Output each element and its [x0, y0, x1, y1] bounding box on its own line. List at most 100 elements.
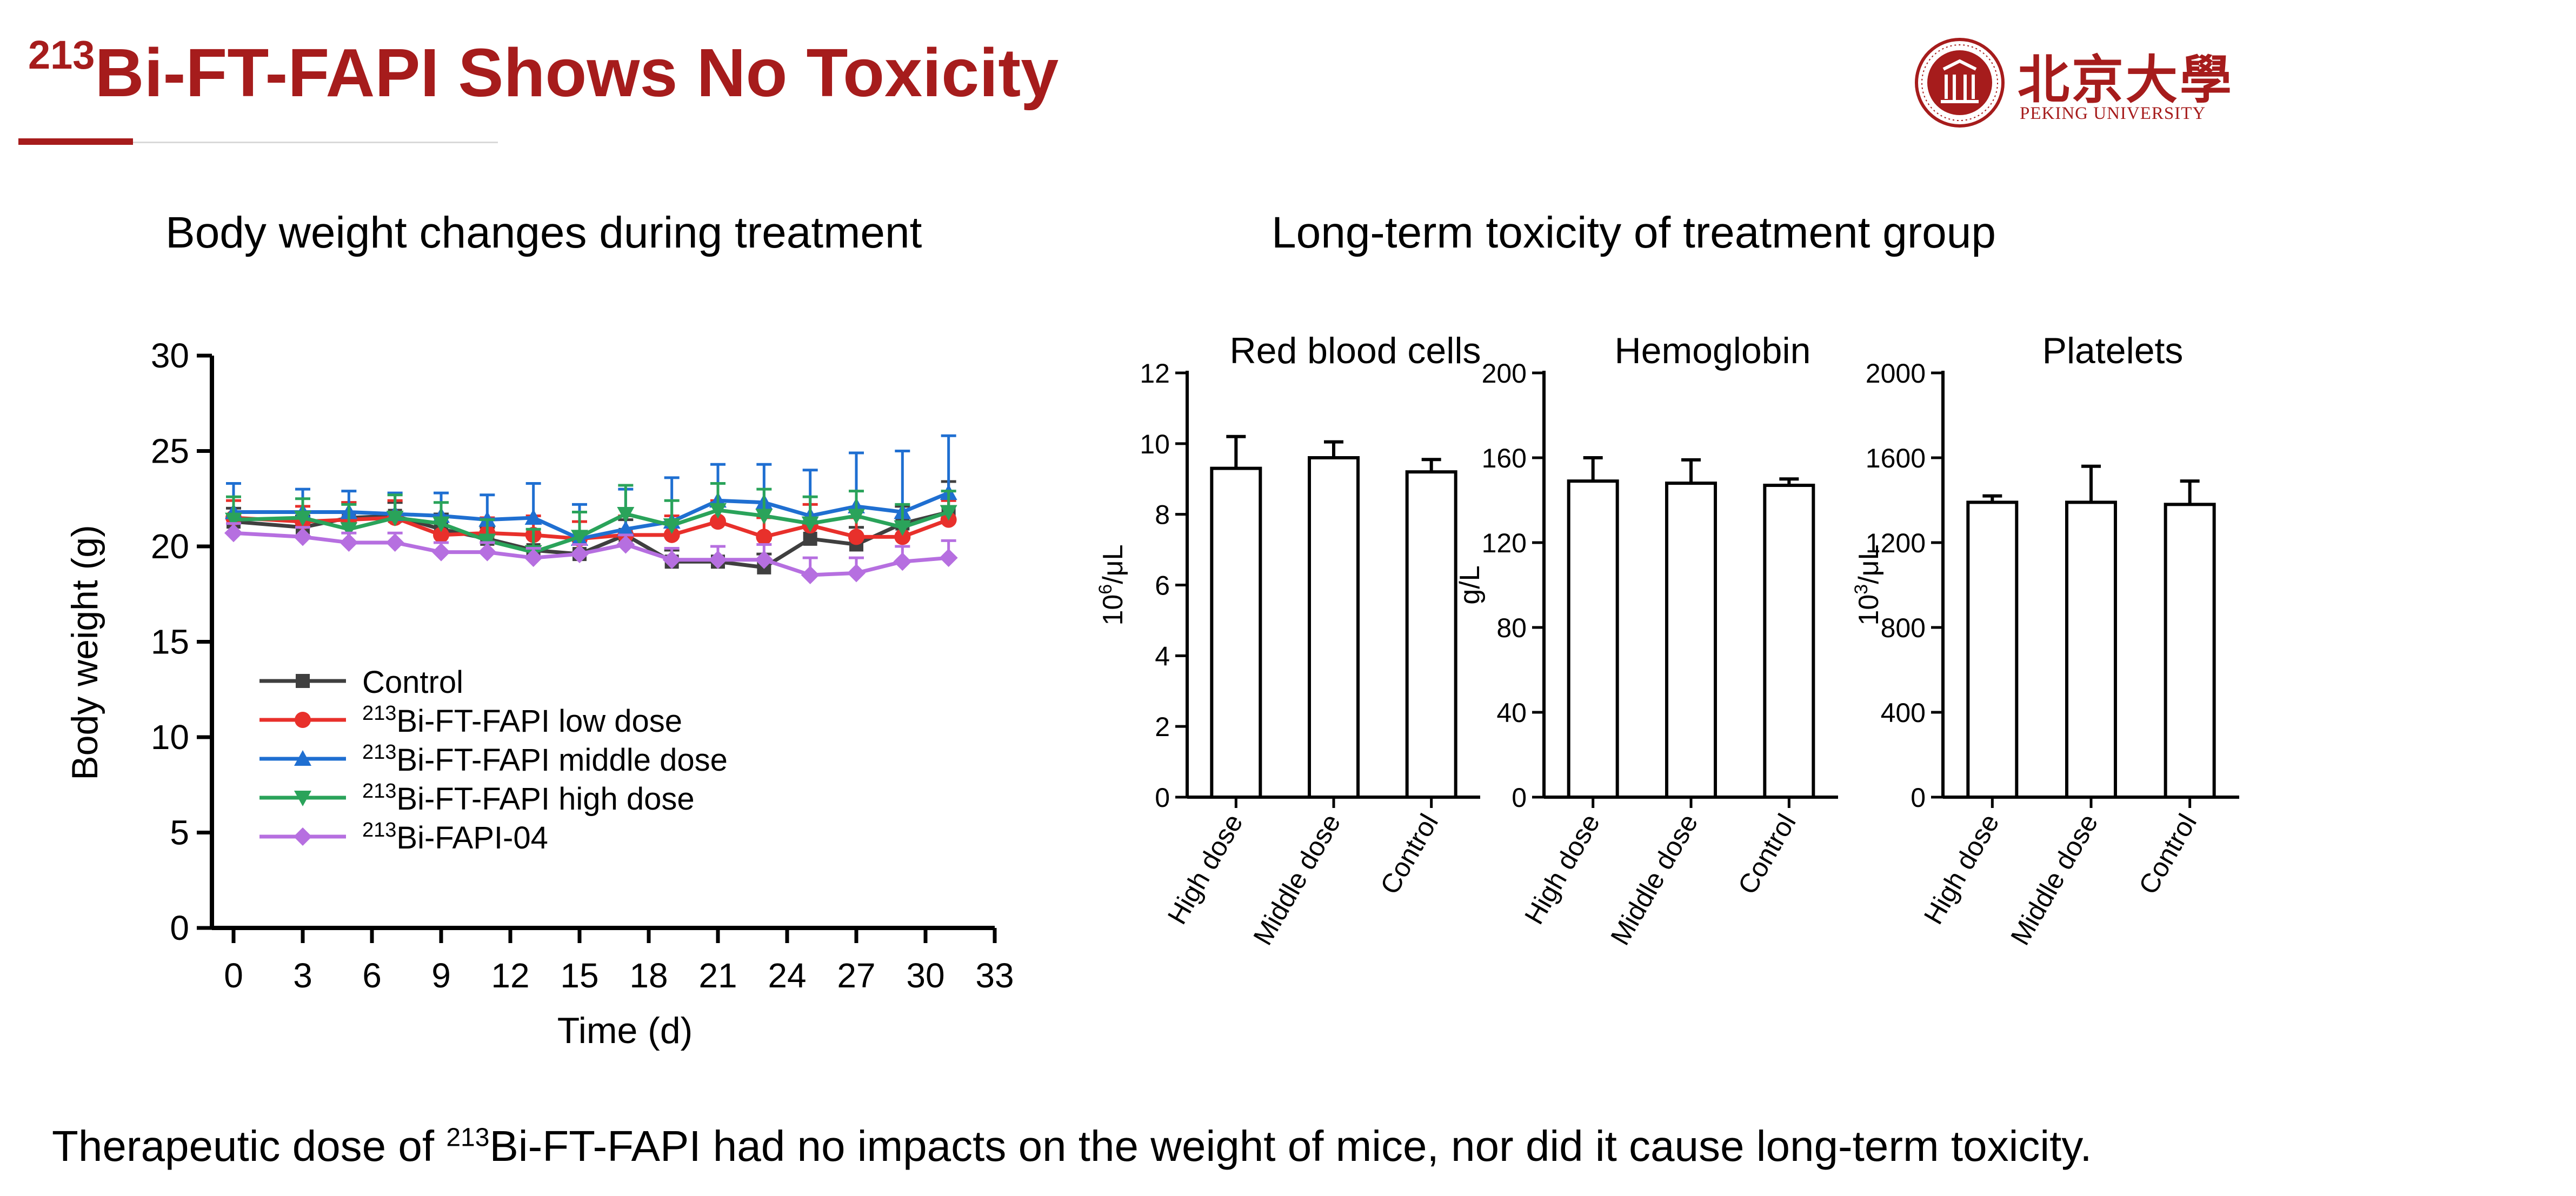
x-tick-label: 0 [224, 956, 243, 995]
conclusion-text: Therapeutic dose of 213Bi-FT-FAPI had no… [52, 1121, 2092, 1171]
y-tick-label: 2 [1155, 712, 1170, 742]
y-tick-label: 0 [170, 908, 189, 947]
y-tick-label: 0 [1911, 783, 1926, 813]
y-axis-title-exponent: 6 [1095, 584, 1116, 594]
bar [1405, 470, 1457, 799]
x-tick-label: 24 [768, 956, 806, 995]
y-axis-title: Body weight (g) [64, 525, 105, 780]
data-point [571, 530, 588, 546]
legend-label: Bi-FT-FAPI low dose [396, 704, 682, 739]
data-point [294, 750, 311, 766]
data-point [294, 791, 311, 806]
y-tick-label: 200 [1482, 358, 1527, 389]
data-point [617, 520, 635, 537]
y-axis-title-unit: /μL [1097, 544, 1129, 584]
bar-chart-title: Hemoglobin [1615, 330, 1811, 371]
data-point [617, 506, 635, 523]
data-point [478, 543, 497, 562]
body-weight-heading: Body weight changes during treatment [165, 208, 922, 257]
data-point [432, 543, 450, 562]
bar [2065, 500, 2117, 799]
x-tick-label: 18 [629, 956, 668, 995]
y-axis-title-base: 10 [1097, 594, 1129, 626]
data-point [570, 545, 589, 564]
bar-chart-1: 0 40 80 120 160 200 Hemoglobin g/L High doseMidd… [1454, 330, 1838, 950]
y-tick-label: 4 [1155, 641, 1170, 671]
legend-entry: 213Bi-FAPI-04 [362, 819, 548, 856]
series-4 [224, 522, 958, 584]
series-line [233, 531, 949, 577]
x-tick-label: 27 [837, 956, 875, 995]
y-tick-label: 0 [1512, 783, 1527, 813]
y-axis-title: 106/μL [1095, 544, 1129, 625]
bar-chart-2: 0 400 800 1200 1600 2000 Platelets 103/μL High d… [1851, 330, 2239, 950]
legend-entry: 213Bi-FT-FAPI low dose [362, 702, 682, 739]
data-point [755, 550, 774, 569]
y-axis-title: 103/μL [1851, 544, 1885, 625]
bar [1210, 466, 1262, 799]
y-tick-label: 800 [1881, 613, 1926, 643]
legend-label: Bi-FAPI-04 [396, 820, 548, 856]
y-tick-label: 6 [1155, 571, 1170, 601]
legend-entry: 213Bi-FT-FAPI high dose [362, 780, 695, 817]
x-tick-label: 3 [293, 956, 312, 995]
x-tick-label: 6 [362, 956, 382, 995]
y-tick-label: 12 [1140, 358, 1170, 389]
y-tick-label: 2000 [1866, 358, 1926, 389]
series-line [234, 491, 950, 541]
data-point [385, 533, 404, 552]
body-weight-chart: 0 5 10 15 20 25 30 0 3 6 9 12 15 18 21 24 27 30 33 Time (d)… [64, 336, 1014, 1051]
legend-label: Bi-FT-FAPI high dose [396, 781, 694, 817]
x-tick-label: 9 [431, 956, 451, 995]
data-point [294, 827, 312, 846]
category-label: Control [1732, 809, 1802, 900]
bar [1966, 500, 2019, 799]
bar [1763, 484, 1815, 799]
series-line [233, 510, 949, 570]
y-axis-title-base: 10 [1853, 594, 1885, 626]
data-point [710, 513, 726, 530]
data-point [663, 526, 680, 543]
category-label: Control [1374, 809, 1444, 900]
data-point [340, 522, 358, 538]
logo-chinese-name: 北京大學 [2018, 49, 2234, 110]
data-point [801, 516, 819, 532]
slide-title: 213Bi-FT-FAPI Shows No Toxicity [28, 32, 1059, 112]
y-tick-label: 120 [1482, 528, 1527, 558]
data-point [709, 550, 727, 569]
y-tick-label: 15 [151, 623, 189, 662]
data-point [616, 535, 635, 554]
bar [1665, 482, 1717, 799]
data-point [847, 564, 866, 583]
y-axis-title-exponent: 3 [1851, 584, 1872, 594]
x-axis-title: Time (d) [557, 1010, 693, 1051]
x-tick-label: 21 [698, 956, 737, 995]
data-point [340, 533, 358, 552]
series-line [233, 508, 949, 554]
data-point [801, 565, 820, 584]
data-point [894, 520, 911, 536]
y-axis-title-base: g/L [1454, 565, 1486, 604]
series-0 [226, 480, 956, 574]
bar [1308, 456, 1360, 799]
data-point [296, 674, 310, 688]
conclusion-pre: Therapeutic dose of [52, 1122, 447, 1170]
x-tick-label: 33 [975, 956, 1014, 995]
y-tick-label: 1600 [1866, 443, 1926, 473]
bar [2164, 503, 2216, 799]
y-tick-label: 20 [151, 527, 189, 566]
data-point [848, 509, 865, 525]
data-point [524, 509, 542, 525]
peking-university-logo: 北京大學 PEKING UNIVERSITY [1914, 35, 2233, 132]
data-point [662, 550, 681, 569]
data-point [893, 552, 912, 571]
legend-label: Bi-FT-FAPI middle dose [396, 743, 727, 778]
data-point [225, 512, 242, 529]
y-tick-label: 10 [151, 718, 189, 757]
data-point [939, 549, 958, 567]
y-tick-label: 1200 [1866, 528, 1926, 558]
category-label: High dose [1519, 809, 1606, 930]
y-axis-title: g/L [1454, 565, 1486, 604]
y-tick-label: 30 [151, 336, 189, 375]
